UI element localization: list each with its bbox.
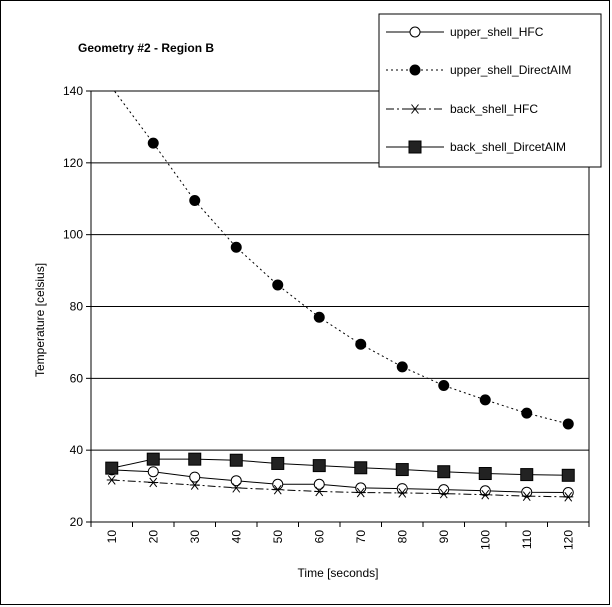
- legend-marker: [408, 140, 422, 154]
- data-point: [521, 407, 533, 419]
- series-back_shell_DircetAIM: [105, 452, 575, 482]
- data-point: [479, 485, 491, 497]
- data-point: [147, 137, 159, 149]
- x-tick-label: 120: [561, 530, 575, 550]
- series-upper_shell_HFC: [106, 464, 574, 499]
- data-point: [314, 486, 325, 497]
- plot-area: [90, 90, 590, 523]
- data-point: [355, 338, 367, 350]
- y-tick-label: 80: [70, 300, 84, 314]
- x-tick-label: 60: [312, 530, 326, 544]
- x-tick-label: 40: [229, 530, 243, 544]
- x-tick-label: 100: [478, 530, 492, 550]
- legend-label: upper_shell_DirectAIM: [450, 63, 571, 77]
- chart-title: Geometry #2 - Region B: [78, 41, 214, 55]
- data-point: [189, 195, 201, 207]
- legend[interactable]: upper_shell_HFC upper_shell_DirectAIMback…: [378, 13, 602, 168]
- data-point: [396, 361, 408, 373]
- data-point: [561, 468, 575, 482]
- data-point: [313, 478, 325, 490]
- data-point: [148, 477, 159, 488]
- data-point: [355, 487, 366, 498]
- data-point: [438, 484, 450, 496]
- legend-box: [378, 13, 602, 168]
- data-point: [312, 459, 326, 473]
- data-point: [146, 452, 160, 466]
- x-tick-label: 30: [188, 530, 202, 544]
- data-point: [231, 483, 242, 493]
- data-point: [437, 465, 451, 479]
- data-point: [105, 461, 119, 475]
- y-axis-ticks: 20 40 60 80 100 120 140: [63, 84, 91, 529]
- y-tick-label: 140: [63, 84, 83, 98]
- x-tick-label: 80: [395, 530, 409, 544]
- data-point: [355, 482, 367, 494]
- legend-label: upper_shell_HFC: [450, 25, 544, 39]
- x-axis-ticks: 10 20 30 40 50 60 70 80 90 100 110 120: [90, 522, 590, 550]
- data-point: [271, 456, 285, 470]
- y-tick-label: 40: [70, 443, 84, 457]
- legend-item[interactable]: back_shell_DircetAIM: [386, 140, 566, 154]
- legend-marker: [410, 104, 420, 114]
- data-point: [230, 241, 242, 253]
- data-point: [563, 492, 574, 502]
- data-point: [189, 471, 201, 483]
- data-point: [479, 394, 491, 406]
- series-line: [111, 479, 569, 498]
- legend-item[interactable]: upper_shell_DirectAIM: [386, 63, 571, 77]
- series-back_shell_HFC: [106, 475, 574, 502]
- data-point: [354, 461, 368, 475]
- x-tick-label: 70: [354, 530, 368, 544]
- data-point: [395, 463, 409, 477]
- data-point: [438, 380, 450, 392]
- data-point: [106, 475, 117, 485]
- x-tick-label: 90: [437, 530, 451, 544]
- data-point: [521, 491, 532, 501]
- series-layer: [105, 91, 575, 502]
- legend-label: back_shell_HFC: [450, 102, 538, 116]
- data-point: [438, 488, 449, 499]
- legend-item[interactable]: upper_shell_HFC: [386, 25, 544, 39]
- data-point: [272, 478, 284, 490]
- data-point: [229, 453, 243, 467]
- data-point: [272, 279, 284, 291]
- data-point: [230, 475, 242, 487]
- data-point: [521, 486, 533, 498]
- series-line: [113, 91, 569, 425]
- x-tick-label: 10: [105, 530, 119, 544]
- data-point: [478, 467, 492, 481]
- x-tick-label: 50: [271, 530, 285, 544]
- y-tick-label: 20: [70, 515, 84, 529]
- data-point: [313, 311, 325, 323]
- series-upper_shell_DirectAIM: [113, 91, 574, 430]
- y-axis-label: Temperature [celsius]: [33, 263, 47, 377]
- legend-item[interactable]: back_shell_HFC: [386, 102, 538, 116]
- legend-marker: [409, 26, 421, 38]
- series-line: [111, 458, 569, 476]
- legend-label: back_shell_DircetAIM: [450, 140, 566, 154]
- data-point: [188, 452, 202, 466]
- data-point: [189, 480, 200, 490]
- legend-marker: [409, 64, 421, 76]
- y-tick-label: 60: [70, 371, 84, 385]
- data-point: [562, 418, 574, 430]
- x-tick-label: 110: [520, 530, 534, 549]
- y-tick-label: 120: [63, 156, 83, 170]
- data-point: [397, 488, 408, 498]
- data-point: [272, 484, 283, 495]
- x-axis-label: Time [seconds]: [298, 566, 379, 580]
- x-tick-label: 20: [146, 530, 160, 544]
- data-point: [147, 466, 159, 478]
- series-line: [111, 469, 569, 494]
- data-point: [520, 468, 534, 482]
- data-point: [480, 489, 491, 500]
- y-tick-label: 100: [63, 228, 83, 242]
